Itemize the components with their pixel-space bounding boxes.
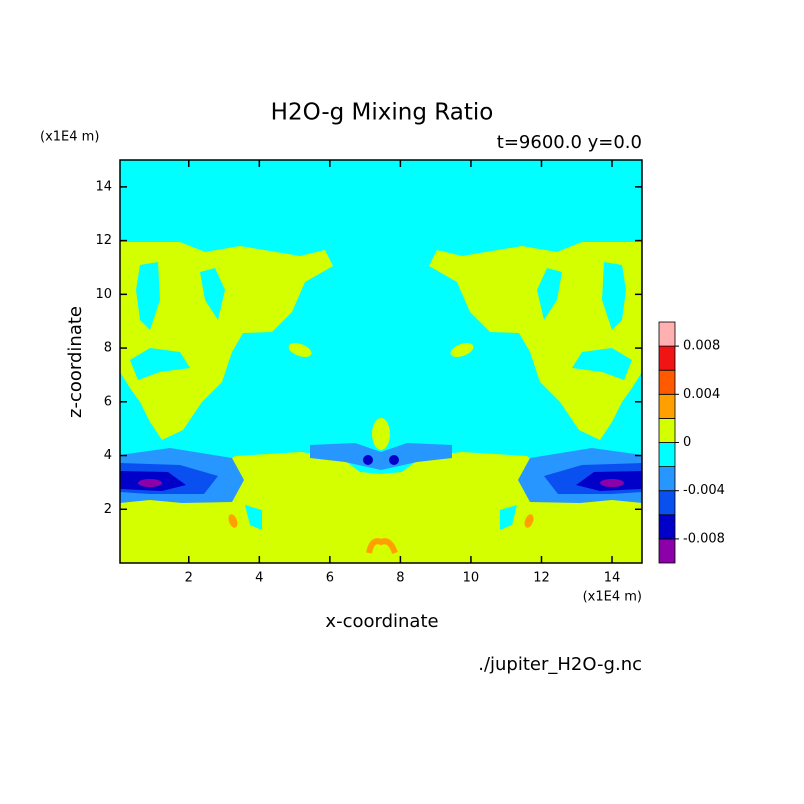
y-tick-label: 2 bbox=[104, 502, 112, 517]
chart-title: H2O-g Mixing Ratio bbox=[271, 100, 494, 126]
x-tick-label: 14 bbox=[604, 571, 621, 586]
y-tick-label: 4 bbox=[104, 448, 112, 463]
contour-region bbox=[136, 262, 160, 330]
contour-region bbox=[500, 505, 517, 530]
x-tick-label: 4 bbox=[255, 571, 263, 586]
plot-frame bbox=[119, 159, 643, 564]
y-tick-label: 6 bbox=[104, 394, 112, 409]
colorbar-box bbox=[658, 369, 676, 395]
x-tick-label: 6 bbox=[326, 571, 334, 586]
colorbar-box bbox=[658, 514, 676, 540]
x-unit: (x1E4 m) bbox=[583, 590, 642, 605]
x-tick-label: 10 bbox=[463, 571, 480, 586]
colorbar-tick-label: 0.004 bbox=[683, 387, 720, 402]
contour-region bbox=[120, 452, 642, 563]
contour-region bbox=[450, 343, 474, 357]
colorbar-box bbox=[658, 490, 676, 516]
contour-region bbox=[310, 443, 381, 470]
plot-area bbox=[120, 160, 642, 563]
colorbar-tick-label: 0.008 bbox=[683, 339, 720, 354]
colorbar-tick-label: 0 bbox=[683, 435, 691, 450]
y-tick-label: 8 bbox=[104, 341, 112, 356]
x-tick-label: 12 bbox=[533, 571, 550, 586]
colorbar-box bbox=[658, 538, 676, 564]
colorbar-tick-label: -0.008 bbox=[683, 531, 725, 546]
contour-region bbox=[429, 242, 642, 440]
contour-region bbox=[602, 262, 626, 330]
colorbar-box bbox=[658, 345, 676, 371]
colorbar-box bbox=[658, 466, 676, 492]
y-tick-label: 12 bbox=[95, 233, 112, 248]
colorbar-box bbox=[658, 393, 676, 419]
contour-region bbox=[524, 514, 534, 528]
x-axis-label: x-coordinate bbox=[325, 611, 438, 632]
contour-region bbox=[389, 455, 399, 465]
colorbar-tick-label: -0.004 bbox=[683, 483, 725, 498]
contour-region bbox=[245, 505, 262, 530]
colorbar-box bbox=[658, 442, 676, 468]
y-unit: (x1E4 m) bbox=[40, 130, 99, 145]
y-axis-label: z-coordinate bbox=[65, 306, 86, 418]
contour-region bbox=[363, 455, 373, 465]
y-tick-label: 14 bbox=[95, 179, 112, 194]
contour-region bbox=[200, 268, 225, 320]
source-label: ./jupiter_H2O-g.nc bbox=[478, 654, 642, 675]
contour-region bbox=[381, 443, 452, 470]
chart-subtitle: t=9600.0 y=0.0 bbox=[497, 132, 642, 153]
colorbar-box bbox=[658, 321, 676, 347]
colorbar-box bbox=[658, 417, 676, 443]
contour-region bbox=[537, 268, 562, 320]
contour-region bbox=[288, 343, 312, 357]
contour-region bbox=[372, 418, 390, 450]
contour-region bbox=[228, 514, 238, 528]
contour-region bbox=[130, 348, 190, 380]
contour-region bbox=[366, 538, 398, 555]
contour-region bbox=[600, 479, 624, 487]
contour-region bbox=[138, 479, 162, 487]
y-tick-label: 10 bbox=[95, 287, 112, 302]
x-tick-label: 2 bbox=[185, 571, 193, 586]
x-tick-label: 8 bbox=[396, 571, 404, 586]
contour-region bbox=[120, 242, 333, 440]
contour-region bbox=[572, 348, 632, 380]
